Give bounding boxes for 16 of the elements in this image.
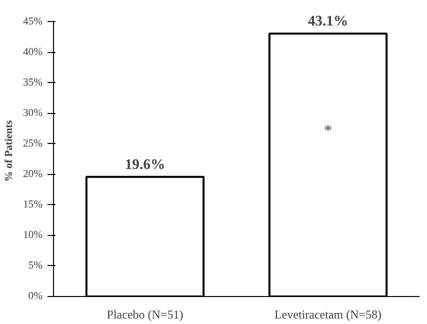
y-axis-title: % of Patients — [4, 120, 15, 182]
x-tick-label: Levetiracetam (N=58) — [274, 308, 382, 322]
y-tick-label: 45% — [22, 16, 43, 28]
y-tick-label: 35% — [22, 77, 43, 88]
y-tick-label: 20% — [22, 168, 43, 180]
y-tick-label: 5% — [28, 260, 43, 272]
data-label: 19.6% — [124, 156, 166, 173]
y-tick-label: 40% — [22, 46, 43, 58]
y-tick-label: 25% — [22, 138, 43, 150]
annotation: * — [324, 122, 332, 140]
data-label: 43.1% — [308, 14, 348, 30]
y-tick-label: 10% — [22, 230, 43, 241]
x-tick-label: Placebo (N=51) — [106, 308, 184, 322]
y-tick-label: 30% — [22, 108, 43, 119]
y-tick-label: 0% — [28, 291, 43, 302]
y-tick-label: 15% — [22, 199, 43, 210]
